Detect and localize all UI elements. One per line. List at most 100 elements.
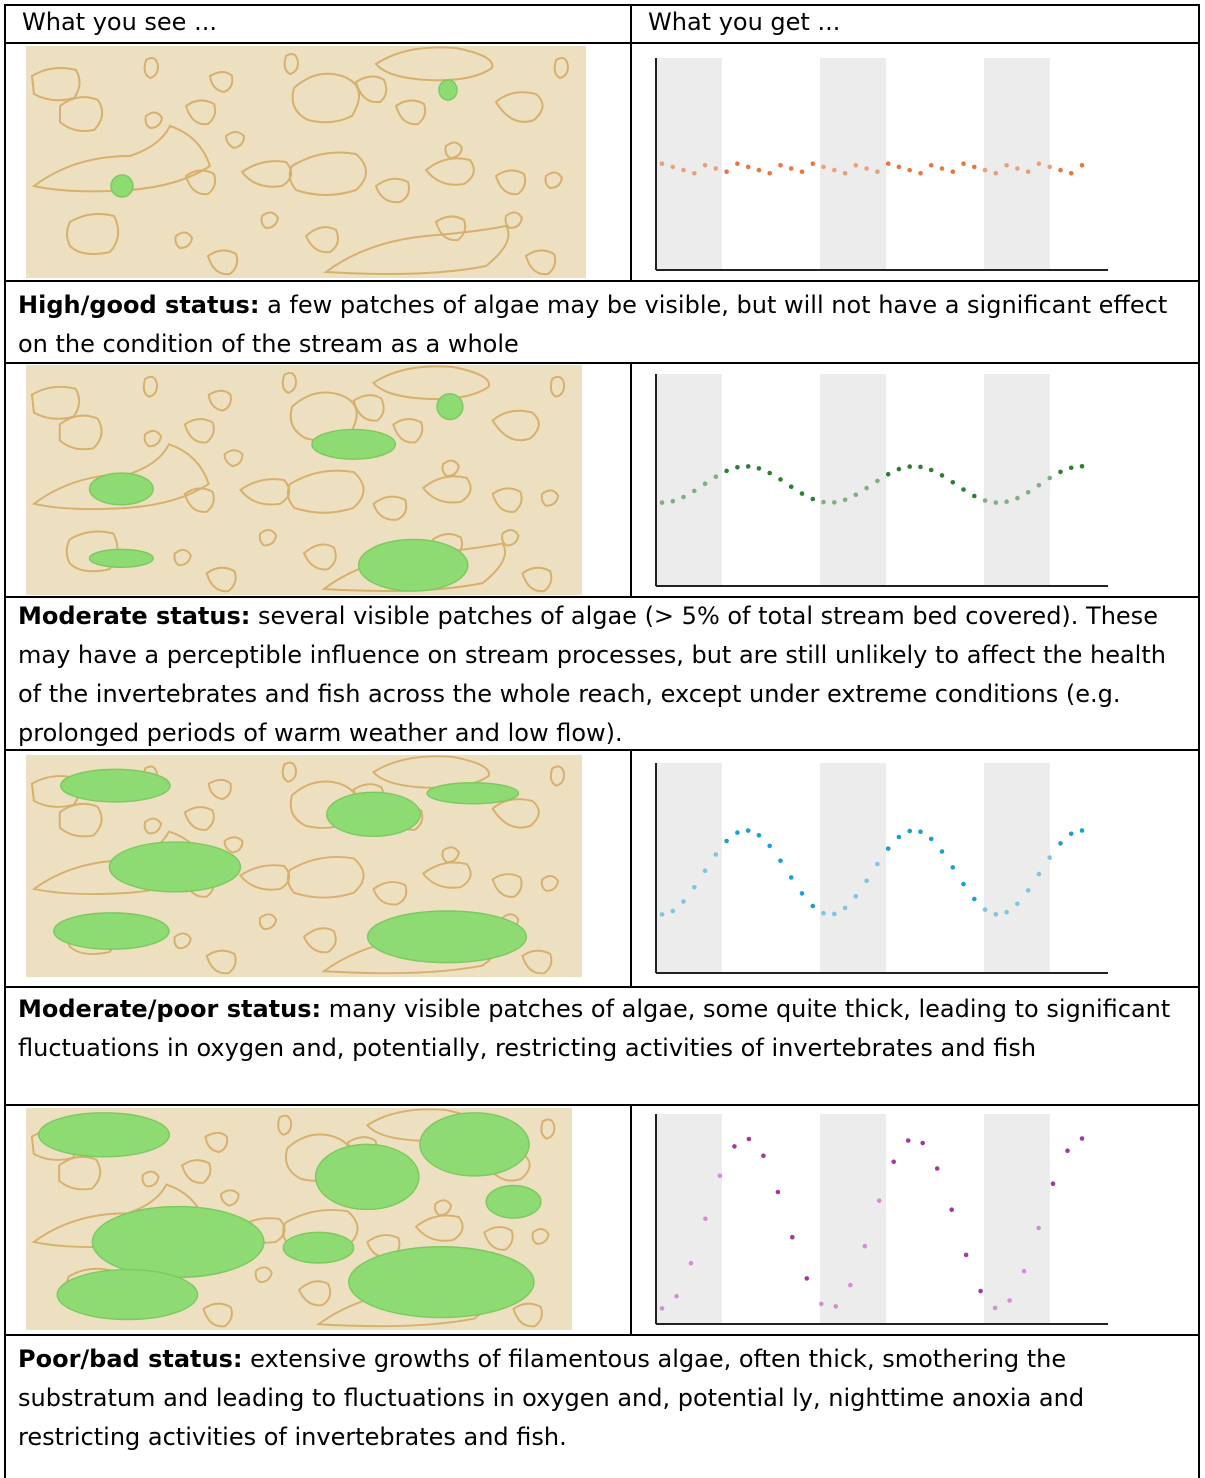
status-label: Moderate status: bbox=[18, 602, 250, 630]
oxygen-point bbox=[718, 1174, 723, 1179]
oxygen-point bbox=[886, 472, 891, 477]
algae-patch bbox=[486, 1186, 541, 1219]
oxygen-point bbox=[732, 1144, 737, 1149]
oxygen-point bbox=[660, 500, 665, 505]
oxygen-point bbox=[821, 911, 826, 916]
oxygen-point bbox=[800, 491, 805, 496]
rule-row3-desc bbox=[4, 1104, 1200, 1106]
oxygen-point bbox=[918, 829, 923, 834]
status-label: Poor/bad status: bbox=[18, 1345, 242, 1373]
oxygen-point bbox=[897, 835, 902, 840]
header-what-you-see: What you see ... bbox=[22, 2, 217, 42]
oxygen-point bbox=[1065, 1148, 1070, 1153]
oxygen-point bbox=[1004, 910, 1009, 915]
algae-patch bbox=[437, 394, 463, 420]
algae-patch bbox=[54, 913, 169, 949]
oxygen-point bbox=[1007, 1298, 1012, 1303]
streambed-illustration bbox=[26, 365, 582, 595]
oxygen-point bbox=[776, 1190, 781, 1195]
oxygen-point bbox=[790, 1235, 795, 1240]
oxygen-point bbox=[1037, 161, 1042, 166]
oxygen-point bbox=[811, 161, 816, 166]
oxygen-point bbox=[1069, 171, 1074, 176]
algae-patch bbox=[39, 1113, 170, 1157]
oxygen-point bbox=[703, 1217, 708, 1222]
oxygen-point bbox=[714, 474, 719, 479]
oxygen-point bbox=[994, 500, 999, 505]
algae-patch bbox=[368, 911, 527, 963]
oxygen-point bbox=[735, 161, 740, 166]
oxygen-point bbox=[757, 168, 762, 173]
oxygen-point bbox=[703, 481, 708, 486]
algae-patch bbox=[359, 539, 468, 591]
oxygen-point bbox=[875, 169, 880, 174]
status-label: High/good status: bbox=[18, 291, 259, 319]
oxygen-point bbox=[805, 1276, 810, 1281]
algae-patch bbox=[90, 473, 154, 505]
oxygen-point bbox=[854, 894, 859, 899]
oxygen-point bbox=[674, 1294, 679, 1299]
oxygen-point bbox=[746, 828, 751, 833]
oxygen-point bbox=[819, 1302, 824, 1307]
oxygen-point bbox=[1080, 464, 1085, 469]
oxygen-point bbox=[689, 1261, 694, 1266]
oxygen-point bbox=[1069, 466, 1074, 471]
oxygen-point bbox=[714, 166, 719, 171]
oxygen-point bbox=[907, 464, 912, 469]
oxygen-point bbox=[703, 869, 708, 874]
oxygen-point bbox=[978, 1289, 983, 1294]
oxygen-point bbox=[1037, 483, 1042, 488]
algae-patch bbox=[90, 549, 154, 567]
algae-patch bbox=[111, 175, 133, 197]
oxygen-point bbox=[761, 1154, 766, 1159]
oxygen-point bbox=[940, 166, 945, 171]
oxygen-point bbox=[724, 839, 729, 844]
oxygen-point bbox=[660, 161, 665, 166]
oxygen-point bbox=[897, 467, 902, 472]
oxygen-point bbox=[789, 484, 794, 489]
oxygen-point bbox=[811, 904, 816, 909]
oxygen-point bbox=[983, 498, 988, 503]
header-what-you-get: What you get ... bbox=[648, 2, 840, 42]
oxygen-point bbox=[906, 1138, 911, 1143]
streambed-background bbox=[26, 46, 586, 278]
oxygen-point bbox=[757, 466, 762, 471]
oxygen-point bbox=[1015, 496, 1020, 501]
oxygen-chart bbox=[650, 52, 1120, 276]
oxygen-point bbox=[951, 169, 956, 174]
status-description: Moderate/poor status: many visible patch… bbox=[18, 990, 1186, 1068]
night-band bbox=[656, 763, 722, 973]
rule-row4-pic bbox=[4, 1334, 1200, 1336]
oxygen-point bbox=[778, 163, 783, 168]
oxygen-point bbox=[961, 487, 966, 492]
rule-left bbox=[4, 4, 6, 1478]
oxygen-point bbox=[843, 171, 848, 176]
oxygen-point bbox=[789, 166, 794, 171]
algae-patch bbox=[439, 80, 457, 100]
oxygen-point bbox=[886, 161, 891, 166]
oxygen-point bbox=[864, 879, 869, 884]
streambed-svg bbox=[26, 755, 582, 977]
oxygen-point bbox=[875, 479, 880, 484]
oxygen-point bbox=[886, 846, 891, 851]
oxygen-point bbox=[964, 1253, 969, 1258]
streambed-svg bbox=[26, 46, 586, 278]
oxygen-point bbox=[832, 500, 837, 505]
algae-patch bbox=[327, 792, 420, 836]
oxygen-point bbox=[1015, 902, 1020, 907]
oxygen-point bbox=[671, 499, 676, 504]
oxygen-point bbox=[767, 844, 772, 849]
oxygen-point bbox=[1026, 490, 1031, 495]
oxygen-point bbox=[897, 165, 902, 170]
oxygen-point bbox=[1037, 872, 1042, 877]
oxygen-point bbox=[854, 163, 859, 168]
oxygen-point bbox=[920, 1141, 925, 1146]
night-band bbox=[656, 374, 722, 586]
oxygen-point bbox=[1051, 1181, 1056, 1186]
oxygen-point bbox=[692, 171, 697, 176]
algae-patch bbox=[92, 1207, 264, 1278]
oxygen-point bbox=[983, 168, 988, 173]
algae-patch bbox=[283, 1232, 353, 1263]
algae-patch bbox=[349, 1247, 534, 1318]
oxygen-point bbox=[767, 471, 772, 476]
